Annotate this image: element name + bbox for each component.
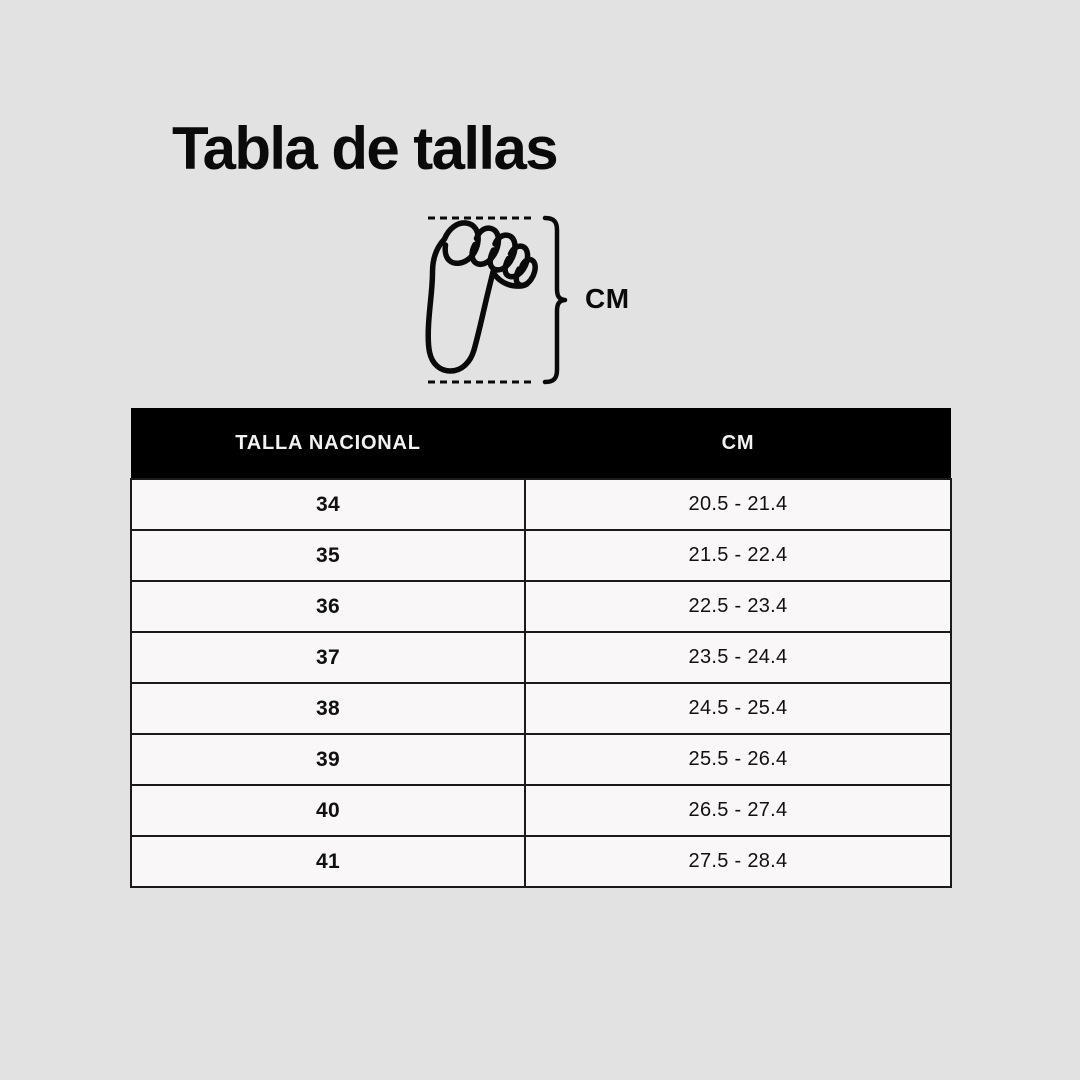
column-header-cm: CM — [525, 408, 951, 479]
size-table-container: TALLA NACIONAL CM 34 20.5 - 21.4 35 21.5… — [130, 408, 952, 888]
foot-measurement-diagram: CM — [405, 200, 685, 400]
table-row: 41 27.5 - 28.4 — [130, 835, 952, 888]
cell-cm: 22.5 - 23.4 — [524, 580, 952, 632]
table-row: 35 21.5 - 22.4 — [130, 529, 952, 581]
cell-cm: 24.5 - 25.4 — [524, 682, 952, 734]
cell-talla: 39 — [130, 733, 526, 785]
cell-talla: 38 — [130, 682, 526, 734]
curly-brace-icon — [542, 215, 568, 385]
table-row: 37 23.5 - 24.4 — [130, 631, 952, 683]
cell-cm: 23.5 - 24.4 — [524, 631, 952, 683]
table-header-row: TALLA NACIONAL CM — [131, 408, 951, 479]
column-header-talla-nacional: TALLA NACIONAL — [131, 408, 525, 479]
cell-cm: 21.5 - 22.4 — [524, 529, 952, 581]
cell-cm: 25.5 - 26.4 — [524, 733, 952, 785]
cell-cm: 26.5 - 27.4 — [524, 784, 952, 836]
table-row: 39 25.5 - 26.4 — [130, 733, 952, 785]
cell-cm: 20.5 - 21.4 — [524, 478, 952, 530]
cell-talla: 41 — [130, 835, 526, 888]
cell-talla: 37 — [130, 631, 526, 683]
table-row: 34 20.5 - 21.4 — [130, 478, 952, 530]
table-row: 40 26.5 - 27.4 — [130, 784, 952, 836]
size-table: TALLA NACIONAL CM 34 20.5 - 21.4 35 21.5… — [130, 408, 952, 888]
cm-unit-label: CM — [585, 283, 630, 314]
cell-talla: 36 — [130, 580, 526, 632]
foot-sole-outline-icon — [425, 220, 538, 374]
table-row: 36 22.5 - 23.4 — [130, 580, 952, 632]
table-header: TALLA NACIONAL CM — [131, 408, 951, 479]
page-title: Tabla de tallas — [172, 115, 559, 182]
table-body: 34 20.5 - 21.4 35 21.5 - 22.4 36 22.5 - … — [130, 478, 952, 888]
cell-cm: 27.5 - 28.4 — [524, 835, 952, 888]
table-row: 38 24.5 - 25.4 — [130, 682, 952, 734]
cell-talla: 35 — [130, 529, 526, 581]
cell-talla: 34 — [130, 478, 526, 530]
cell-talla: 40 — [130, 784, 526, 836]
